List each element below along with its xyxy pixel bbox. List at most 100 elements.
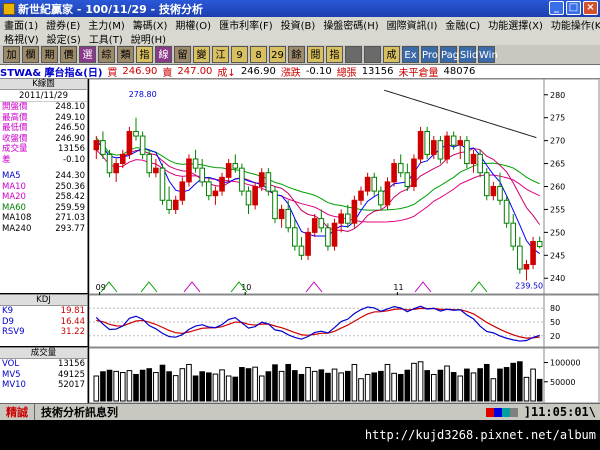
- menu-item[interactable]: 設定(S): [46, 34, 81, 46]
- ma-row: MA108 271.03: [0, 213, 87, 224]
- toolbar-button[interactable]: 變: [193, 46, 210, 63]
- menu-item[interactable]: 功能選擇(X): [488, 20, 543, 32]
- toolbar-button[interactable]: 餘: [288, 46, 305, 63]
- toolbar-button[interactable]: [345, 46, 362, 63]
- toolbar-button[interactable]: 期: [41, 46, 58, 63]
- candle-body: [245, 190, 252, 206]
- volume-bar: [325, 372, 331, 402]
- volume-bar: [411, 362, 417, 402]
- menu-bar: 畫面(1) 證券(E) 主力(M) 籌碼(X) 期權(O) 匯市利率(F) 投資(B) 操盤密…: [0, 17, 600, 45]
- close-button[interactable]: ×: [583, 1, 598, 15]
- menu-item[interactable]: 證券(E): [46, 20, 81, 32]
- candle-body: [159, 167, 166, 201]
- menu-item[interactable]: 功能操作(K): [550, 20, 600, 32]
- trend-marker: [230, 281, 248, 293]
- app-icon: [3, 2, 15, 15]
- info-header[interactable]: K線圖: [0, 79, 87, 90]
- toolbar-button[interactable]: 留: [174, 46, 191, 63]
- maximize-button[interactable]: □: [566, 1, 581, 15]
- volume-bar: [444, 365, 450, 402]
- toolbar-button[interactable]: 加: [3, 46, 20, 63]
- menu-item[interactable]: 格視(V): [4, 34, 39, 46]
- info-row: 差 -0.10: [0, 155, 87, 166]
- candle-body: [225, 163, 232, 178]
- menu-item[interactable]: 操盤密碼(H): [323, 20, 379, 32]
- candle-body: [470, 153, 477, 165]
- menu-item[interactable]: 期權(O): [175, 20, 212, 32]
- toolbar-button[interactable]: 9: [231, 46, 248, 63]
- candle-body: [239, 167, 245, 192]
- menu-item[interactable]: 國際資訊(I): [386, 20, 438, 32]
- volume-bar: [278, 370, 285, 402]
- menu-item[interactable]: 畫面(1): [4, 20, 39, 32]
- toolbar-button[interactable]: Page: [440, 46, 465, 63]
- toolbar-button[interactable]: Ex: [402, 46, 419, 63]
- toolbar-button[interactable]: 閱: [307, 46, 324, 63]
- volume-bar: [186, 363, 192, 402]
- toolbar-button[interactable]: 8: [250, 46, 267, 63]
- candle-body: [384, 181, 391, 206]
- toolbar-button[interactable]: 選: [79, 46, 96, 63]
- candle-body: [219, 176, 225, 192]
- chart-area[interactable]: 240 245 250 255 260 265 270 275 280 09 10 11 278.80 2…: [89, 79, 600, 403]
- y-tick-label: 255: [550, 205, 565, 214]
- ma-value: 250.36: [55, 181, 85, 192]
- trend-marker: [414, 281, 432, 293]
- candle-body: [331, 222, 338, 247]
- menu-item[interactable]: 工具(T): [88, 34, 123, 46]
- sell-price: 247.00: [177, 66, 213, 77]
- kdj-header[interactable]: KDJ: [0, 295, 87, 306]
- volume-bar: [378, 370, 384, 402]
- toolbar-button[interactable]: 江: [212, 46, 229, 63]
- candle-body: [285, 208, 292, 229]
- vol-row: VOL 13156: [0, 359, 87, 370]
- toolbar-button[interactable]: 綜: [98, 46, 115, 63]
- toolbar-button[interactable]: Slide: [459, 46, 484, 63]
- toolbar-button[interactable]: 29: [269, 46, 286, 63]
- menu-item[interactable]: 匯市利率(F): [219, 20, 273, 32]
- trend-marker: [470, 281, 488, 293]
- toolbar-button[interactable]: 欄: [22, 46, 39, 63]
- volume-bar: [417, 361, 424, 402]
- kdj-tick-label: 50: [550, 318, 560, 327]
- candle-body: [397, 163, 404, 174]
- candle-body: [179, 181, 186, 201]
- toolbar-button[interactable]: 成: [383, 46, 400, 63]
- toolbar: 加欄期價選綜類指線留變江 9 8 29 餘閱指成 Ex Pro Page Slide Win: [0, 45, 600, 65]
- x-tick-label: 10: [241, 283, 251, 292]
- info-label: 最低價: [2, 123, 28, 133]
- toolbar-button[interactable]: Win: [478, 46, 498, 63]
- candle-body: [338, 213, 344, 224]
- info-row: 開盤價 248.10: [0, 102, 87, 113]
- volume-bar: [483, 363, 490, 402]
- ma240-line: [384, 89, 537, 139]
- menu-item[interactable]: 投資(B): [280, 20, 316, 32]
- volume-header[interactable]: 成交量: [0, 348, 87, 359]
- toolbar-button[interactable]: 價: [60, 46, 77, 63]
- menu-item[interactable]: 金融(C): [445, 20, 481, 32]
- volume-bar: [258, 375, 265, 402]
- menu-item[interactable]: 說明(H): [130, 34, 167, 46]
- toolbar-button[interactable]: 類: [117, 46, 134, 63]
- kdj-value: 19.81: [60, 306, 85, 316]
- menu-item[interactable]: 主力(M): [88, 20, 125, 32]
- minimize-button[interactable]: _: [549, 1, 564, 15]
- candle-body: [166, 199, 172, 210]
- toolbar-button[interactable]: Pro: [421, 46, 438, 63]
- kdj-panel-frame: [89, 294, 600, 348]
- volume-bar: [536, 378, 543, 402]
- volume-bar: [192, 375, 199, 402]
- volume-bar: [437, 369, 444, 402]
- toolbar-button[interactable]: [364, 46, 381, 63]
- symbol-label[interactable]: STWA& 摩台指&(日): [0, 68, 103, 79]
- menu-item[interactable]: 籌碼(X): [132, 20, 168, 32]
- volume-bar: [424, 370, 431, 402]
- y-tick-label: 275: [550, 114, 565, 123]
- change-value: -0.10: [305, 66, 332, 77]
- volume-bar: [212, 373, 219, 402]
- last-price: 246.90: [240, 66, 276, 77]
- toolbar-button[interactable]: 指: [136, 46, 153, 63]
- volume-bar: [457, 375, 464, 402]
- toolbar-button[interactable]: 指: [326, 46, 343, 63]
- toolbar-button[interactable]: 線: [155, 46, 172, 63]
